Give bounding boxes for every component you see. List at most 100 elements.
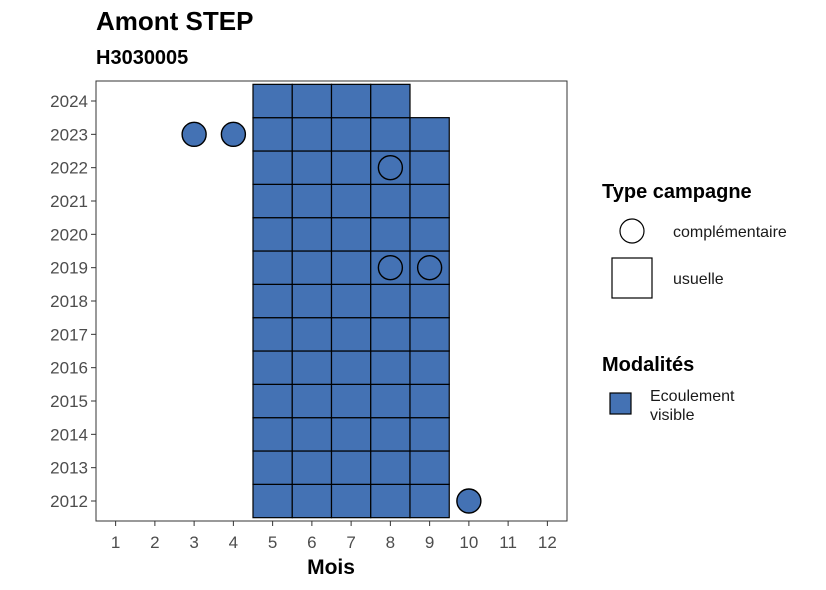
legend-label-complementaire: complémentaire (673, 224, 787, 241)
x-tick-label-11: 11 (499, 533, 517, 552)
tile-2022-9 (409, 150, 450, 185)
chart-subtitle: H3030005 (96, 47, 188, 69)
tile-2013-6 (291, 450, 333, 485)
tile-2021-8 (370, 183, 411, 219)
tile-2014-9 (409, 417, 450, 452)
legend-modalite-swatch (609, 392, 632, 415)
tile-2020-5 (252, 217, 293, 252)
y-tick-label-2017: 2017 (50, 325, 88, 344)
y-tick-label-2024: 2024 (50, 92, 88, 111)
tile-2020-6 (291, 217, 333, 252)
tile-2019-6 (291, 250, 333, 285)
y-tick-label-2013: 2013 (50, 459, 88, 478)
point-2019-8 (377, 254, 404, 281)
tile-2023-6 (291, 117, 333, 152)
tile-2013-5 (252, 450, 293, 485)
tile-2013-7 (330, 450, 372, 485)
legend-label-usuelle: usuelle (673, 271, 724, 288)
x-tick-label-8: 8 (386, 533, 395, 552)
tile-2012-5 (252, 483, 293, 519)
tile-2022-8 (370, 150, 411, 185)
tile-2023-8 (370, 117, 411, 152)
point-2023-4 (220, 121, 247, 148)
tile-2016-5 (252, 350, 293, 385)
tile-2015-6 (291, 383, 333, 419)
x-tick-label-2: 2 (150, 533, 159, 552)
legend-type-title: Type campagne (602, 181, 752, 203)
plot-area: 1 2 3 4 5 6 7 8 9 10 11 122012201320142015201620172… (50, 80, 568, 552)
legend-modalite-label-line2: visible (650, 407, 695, 424)
chart-title: Amont STEP (96, 6, 253, 36)
tile-2014-6 (291, 417, 333, 452)
x-tick-label-9: 9 (425, 533, 434, 552)
x-tick-label-1: 1 (111, 533, 120, 552)
tile-2014-5 (252, 417, 293, 452)
x-tick-label-4: 4 (229, 533, 238, 552)
tile-2020-9 (409, 217, 450, 252)
tile-2023-7 (330, 117, 372, 152)
tile-2022-7 (330, 150, 372, 185)
point-2019-9 (416, 254, 443, 281)
tile-2012-9 (409, 483, 450, 519)
tile-2020-8 (370, 217, 411, 252)
x-tick-label-12: 12 (538, 533, 557, 552)
tile-2012-6 (291, 483, 333, 519)
tile-2021-5 (252, 183, 293, 219)
tile-2018-9 (409, 283, 450, 319)
tile-2017-9 (409, 317, 450, 352)
tile-2024-5 (252, 83, 293, 119)
legend-modalite-label-line1: Ecoulement (650, 388, 735, 405)
tile-2015-7 (330, 383, 372, 419)
tile-2015-5 (252, 383, 293, 419)
tile-2017-5 (252, 317, 293, 352)
x-tick-label-6: 6 (307, 533, 316, 552)
tile-2018-6 (291, 283, 333, 319)
x-tick-label-10: 10 (459, 533, 478, 552)
tile-2022-6 (291, 150, 333, 185)
tile-2019-5 (252, 250, 293, 285)
tile-2017-7 (330, 317, 372, 352)
point-2023-3 (181, 121, 207, 148)
y-tick-label-2016: 2016 (50, 359, 88, 378)
tile-2017-6 (291, 317, 333, 352)
tile-2016-6 (291, 350, 333, 385)
tile-2012-7 (330, 483, 372, 519)
tile-2016-8 (370, 350, 411, 385)
point-2012-10 (456, 488, 482, 514)
legend-circle-symbol (619, 218, 645, 244)
y-tick-label-2020: 2020 (50, 225, 88, 244)
x-tick-label-7: 7 (346, 533, 355, 552)
tile-2015-9 (409, 383, 450, 419)
tile-2020-7 (330, 217, 372, 252)
tile-2018-8 (370, 283, 411, 319)
tile-2018-5 (252, 283, 293, 319)
y-tick-label-2019: 2019 (50, 259, 88, 278)
point-2022-8 (377, 154, 404, 181)
x-axis-title: Mois (307, 556, 355, 579)
tile-2023-5 (252, 117, 293, 152)
tile-2024-8 (370, 83, 411, 119)
tile-2016-7 (330, 350, 372, 385)
y-tick-label-2014: 2014 (50, 425, 88, 444)
tile-2021-7 (330, 183, 372, 219)
tile-2015-8 (370, 383, 411, 419)
tile-2022-5 (252, 150, 293, 185)
x-tick-label-5: 5 (268, 533, 277, 552)
tile-2023-9 (409, 117, 450, 152)
tile-2019-8 (370, 250, 411, 285)
tile-2016-9 (409, 350, 450, 385)
tile-2013-8 (370, 450, 411, 485)
tile-2014-7 (330, 417, 372, 452)
legend: Type campagne complémentaire usuelle Mod… (602, 181, 787, 424)
legend-square-symbol (611, 257, 653, 299)
x-tick-label-3: 3 (189, 533, 198, 552)
tile-2017-8 (370, 317, 411, 352)
tile-2021-9 (409, 183, 450, 219)
tile-2018-7 (330, 283, 372, 319)
y-tick-label-2023: 2023 (50, 125, 88, 144)
tile-2013-9 (409, 450, 450, 485)
y-tick-label-2015: 2015 (50, 392, 88, 411)
tile-2024-7 (330, 83, 372, 119)
tile-2021-6 (291, 183, 333, 219)
tile-2024-6 (291, 83, 333, 119)
